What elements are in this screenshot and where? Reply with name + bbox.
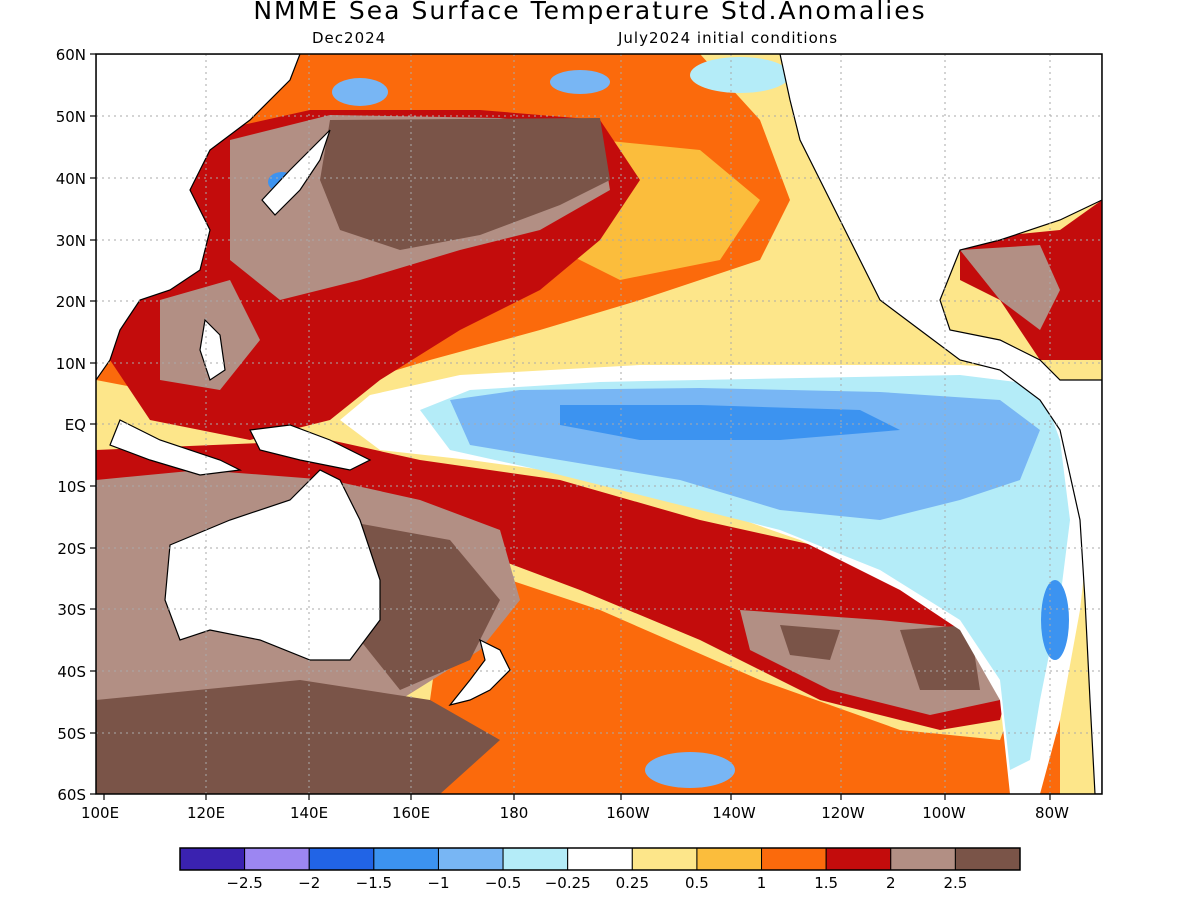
bering-cold bbox=[550, 70, 610, 94]
colorbar-swatch bbox=[567, 847, 633, 871]
kuroshio-brown-dark bbox=[320, 118, 610, 250]
colorbar-swatch bbox=[179, 847, 246, 871]
axis-ticks bbox=[90, 53, 1051, 800]
colorbar-label: −0.5 bbox=[485, 874, 521, 892]
lat-label: 40S bbox=[57, 663, 86, 681]
colorbar-label: −1.5 bbox=[356, 874, 392, 892]
colorbar-swatch bbox=[373, 847, 439, 871]
lat-label: 10S bbox=[57, 478, 86, 496]
new-zealand-landmass bbox=[448, 638, 511, 707]
colorbar-label: 1 bbox=[757, 874, 767, 892]
lon-label: 160E bbox=[392, 804, 430, 822]
colorbar-label: 0.5 bbox=[685, 874, 709, 892]
lon-label: 160W bbox=[606, 804, 650, 822]
lon-label: 80W bbox=[1035, 804, 1069, 822]
caribbean-brown bbox=[960, 245, 1060, 330]
gulf-alaska-cold bbox=[690, 57, 790, 93]
asia-landmass bbox=[96, 54, 301, 382]
lon-label: 120W bbox=[821, 804, 865, 822]
colorbar-swatch bbox=[890, 847, 956, 871]
south-pacific-orange-lower bbox=[420, 560, 1060, 794]
lon-label: 120E bbox=[187, 804, 225, 822]
colorbar-swatch bbox=[761, 847, 827, 871]
colorbar-label: 1.5 bbox=[814, 874, 838, 892]
lat-label: EQ bbox=[65, 416, 86, 434]
colorbar-swatch bbox=[696, 847, 763, 871]
colorbar-frame bbox=[179, 847, 1021, 871]
lat-label: 10N bbox=[56, 355, 86, 373]
colorbar-swatch bbox=[954, 847, 1021, 871]
chile-coast-cold bbox=[1041, 580, 1069, 660]
colorbar-swatch bbox=[437, 847, 504, 871]
colorbar-swatch bbox=[631, 847, 698, 871]
lon-label: 100W bbox=[922, 804, 966, 822]
japan-landmass bbox=[261, 129, 331, 216]
colorbar-label: −1 bbox=[427, 874, 449, 892]
philippines-landmass bbox=[199, 318, 226, 381]
lat-label: 20S bbox=[57, 540, 86, 558]
lat-label: 60N bbox=[56, 46, 86, 64]
lat-label: 50N bbox=[56, 108, 86, 126]
latitude-labels: 60N 50N 40N 30N 20N 10N EQ 10S 20S 30S 4… bbox=[56, 46, 86, 804]
colorbar-swatch bbox=[502, 847, 569, 871]
colorbar-swatch bbox=[308, 847, 375, 871]
lon-label: 140E bbox=[290, 804, 328, 822]
colorbar-swatch bbox=[244, 847, 310, 871]
new-guinea-landmass bbox=[249, 424, 372, 471]
lat-label: 30S bbox=[57, 601, 86, 619]
colorbar-label: 0.25 bbox=[616, 874, 649, 892]
east-south-pacific-dark bbox=[780, 625, 840, 660]
lon-label: 180 bbox=[500, 804, 529, 822]
colorbar-label: −2.5 bbox=[226, 874, 262, 892]
east-south-pacific-dark-2 bbox=[900, 625, 980, 690]
anomaly-field bbox=[96, 54, 1102, 794]
colorbar-label: 2.5 bbox=[943, 874, 967, 892]
lon-label: 140W bbox=[712, 804, 756, 822]
lat-label: 40N bbox=[56, 170, 86, 188]
colorbar-label: −2 bbox=[298, 874, 320, 892]
lat-label: 20N bbox=[56, 293, 86, 311]
initial-conditions-label: July2024 initial conditions bbox=[618, 29, 839, 47]
lat-label: 60S bbox=[57, 786, 86, 804]
tasman-dark-brown bbox=[340, 520, 500, 690]
longitude-labels: 100E 120E 140E 160E 180 160W 140W 120W 1… bbox=[81, 804, 1069, 822]
colorbar: −2.5 −2 −1.5 −1 −0.5 −0.25 0.25 0.5 1 1.5 2 2.5 bbox=[179, 847, 1021, 892]
north-america-landmass bbox=[779, 54, 1102, 794]
colorbar-label: 2 bbox=[886, 874, 896, 892]
colorbar-label: −0.25 bbox=[545, 874, 591, 892]
colorbar-swatches bbox=[179, 847, 1021, 871]
colorbar-labels: −2.5 −2 −1.5 −1 −0.5 −0.25 0.25 0.5 1 1.5 2 2.5 bbox=[226, 874, 967, 892]
southern-dark-brown bbox=[96, 680, 500, 794]
australia-landmass bbox=[164, 469, 381, 661]
sea-of-okhotsk-cold bbox=[332, 78, 388, 106]
lat-label: 50S bbox=[57, 725, 86, 743]
lat-label: 30N bbox=[56, 232, 86, 250]
map-title: NMME Sea Surface Temperature Std.Anomali… bbox=[253, 0, 927, 25]
lon-label: 100E bbox=[81, 804, 119, 822]
south-ocean-cold bbox=[645, 752, 735, 788]
cold-tongue-strong bbox=[560, 405, 900, 440]
indonesia-landmass bbox=[109, 419, 243, 476]
colorbar-swatch bbox=[825, 847, 892, 871]
forecast-month-label: Dec2024 bbox=[312, 29, 387, 47]
